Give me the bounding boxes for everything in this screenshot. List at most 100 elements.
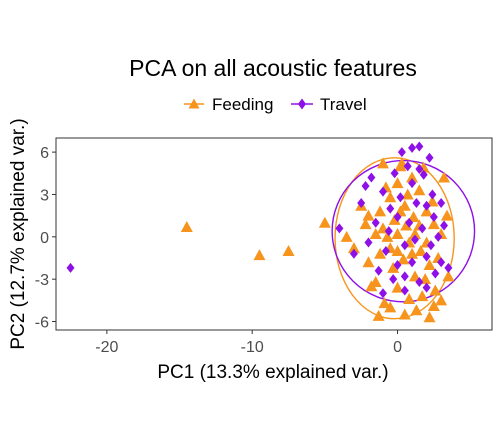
point-travel — [397, 147, 406, 158]
point-travel — [429, 212, 438, 223]
point-feeding — [400, 219, 413, 231]
point-feeding — [318, 216, 331, 228]
point-travel — [379, 186, 387, 197]
point-feeding — [374, 247, 387, 259]
point-travel — [415, 277, 424, 287]
point-travel — [400, 240, 409, 251]
point-feeding — [359, 218, 372, 230]
point-travel — [405, 217, 414, 228]
point-feeding — [429, 284, 442, 296]
point-feeding — [391, 281, 404, 293]
point-travel — [390, 168, 399, 179]
point-feeding — [414, 244, 427, 256]
x-tick-label: -20 — [95, 339, 118, 356]
point-feeding — [362, 209, 375, 221]
point-feeding — [427, 218, 440, 230]
point-travel — [410, 234, 419, 245]
x-tick-label: 0 — [393, 339, 402, 356]
y-tick-label: -3 — [35, 272, 49, 289]
point-feeding — [253, 249, 266, 261]
x-axis: -20 -10 0 — [95, 330, 402, 356]
legend-label-feeding: Feeding — [212, 95, 273, 114]
point-travel — [422, 282, 431, 293]
legend-label-travel: Travel — [320, 95, 367, 114]
point-travel — [440, 220, 449, 231]
point-feeding — [180, 220, 193, 232]
y-tick-label: 3 — [40, 187, 49, 204]
point-travel — [389, 274, 398, 285]
y-tick-label: -6 — [35, 315, 49, 332]
point-travel — [393, 260, 402, 271]
point-feeding — [410, 304, 423, 316]
point-travel — [381, 245, 390, 256]
point-feeding — [440, 209, 453, 221]
point-feeding — [408, 270, 421, 282]
point-feeding — [416, 290, 429, 302]
point-feeding — [423, 311, 436, 323]
point-feeding — [397, 253, 410, 265]
point-feeding — [401, 188, 414, 200]
point-travel — [400, 285, 409, 296]
point-feeding — [398, 199, 411, 211]
point-travel — [419, 169, 428, 180]
plot-panel — [55, 137, 493, 331]
point-travel — [335, 223, 344, 234]
point-travel — [412, 197, 421, 208]
point-travel — [428, 189, 437, 200]
point-feeding — [369, 276, 382, 287]
point-travel — [396, 192, 405, 203]
y-tick-label: 6 — [40, 145, 49, 162]
point-travel — [364, 237, 373, 248]
point-feeding — [388, 213, 401, 225]
chart-title: PCA on all acoustic features — [129, 55, 417, 81]
point-feeding — [435, 294, 448, 306]
point-travel — [425, 152, 434, 163]
point-feeding — [438, 171, 451, 183]
y-axis-title: PC2 (12.7% explained var.) — [8, 118, 29, 349]
y-axis: -6 -3 0 3 6 — [35, 145, 56, 332]
point-feeding — [374, 205, 387, 217]
point-travel — [408, 178, 417, 189]
point-feeding — [403, 292, 416, 304]
point-travel — [361, 181, 370, 191]
point-feeding — [407, 211, 420, 223]
point-travel — [367, 172, 376, 183]
point-feeding — [406, 247, 419, 259]
point-travel — [422, 251, 431, 262]
y-tick-label: 0 — [40, 230, 49, 247]
point-feeding — [442, 270, 455, 282]
point-travel — [437, 197, 446, 208]
point-feeding — [347, 242, 360, 254]
point-feeding — [420, 205, 433, 217]
point-travel — [408, 257, 417, 268]
point-travel — [434, 231, 443, 242]
point-travel — [431, 268, 440, 279]
point-feeding — [362, 256, 375, 268]
point-feeding — [369, 228, 382, 239]
point-travel — [415, 141, 424, 152]
point-travel — [357, 197, 366, 208]
point-travel — [437, 257, 446, 268]
point-feeding — [391, 244, 404, 256]
point-travel — [379, 288, 387, 299]
point-feeding — [391, 228, 404, 239]
point-feeding — [387, 261, 400, 273]
point-travel — [384, 226, 393, 237]
point-travel — [66, 262, 75, 273]
point-feeding — [413, 184, 426, 196]
point-travel — [400, 271, 409, 282]
point-travel — [408, 142, 417, 153]
point-travel — [349, 248, 358, 259]
x-tick-label: -10 — [241, 339, 264, 356]
point-feeding — [282, 244, 295, 256]
point-travel — [422, 200, 431, 211]
data-points — [66, 141, 455, 323]
point-travel — [418, 223, 427, 234]
point-travel — [386, 203, 395, 214]
point-feeding — [381, 230, 394, 242]
point-travel — [444, 262, 453, 273]
ellipse-feeding — [334, 157, 455, 320]
point-feeding — [406, 171, 419, 183]
legend: Feeding Travel — [184, 95, 367, 114]
